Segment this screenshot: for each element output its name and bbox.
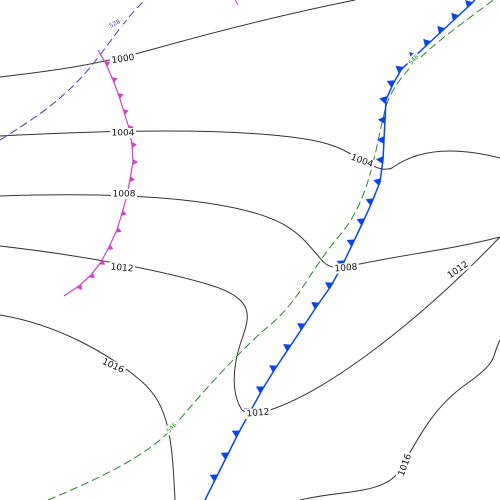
isobar-label: 1012: [246, 408, 270, 420]
label-background: [332, 261, 360, 275]
thickness-line: [47, 0, 495, 500]
isobar-label: 1016: [397, 452, 414, 477]
label-background: [348, 151, 376, 171]
label-group: 546: [163, 419, 181, 437]
label-group: 1008: [111, 189, 137, 200]
cold-front: [204, 0, 476, 500]
label-background: [99, 355, 127, 377]
thickness-label: 528: [108, 18, 122, 30]
label-background: [110, 128, 136, 138]
label-group: 1016: [395, 451, 415, 479]
isobar-label: 1004: [112, 129, 135, 139]
label-background: [405, 51, 423, 69]
warm-front: [63, 49, 138, 297]
label-background: [395, 451, 415, 479]
label-background: [163, 419, 181, 437]
isobar-label: 1008: [113, 190, 136, 200]
label-background: [108, 261, 136, 275]
label-group: 1012: [244, 406, 272, 420]
label-group: 1008: [332, 261, 360, 275]
label-group: 1016: [99, 355, 127, 377]
label-group: 1004: [348, 151, 376, 171]
isobar-label: 1000: [111, 53, 135, 66]
isobar-label: 1008: [334, 262, 358, 274]
isobar-label: 1012: [110, 263, 134, 275]
label-background: [106, 16, 124, 32]
label-background: [111, 189, 137, 199]
thickness-line: [0, 0, 146, 141]
label-background: [444, 258, 472, 282]
label-background: [244, 406, 272, 420]
label-group: 528: [106, 16, 124, 32]
isobar-label: 1016: [100, 357, 125, 376]
label-group: 1012: [108, 261, 136, 275]
isobar-label: 1004: [349, 153, 374, 170]
label-background: [109, 52, 137, 66]
label-group: 546: [405, 51, 423, 69]
label-group: 1000: [109, 52, 137, 66]
labels: 1000100410081012101610041008101210121016…: [99, 16, 472, 479]
label-group: 1004: [110, 128, 136, 139]
front-fragment: [234, 0, 239, 6]
